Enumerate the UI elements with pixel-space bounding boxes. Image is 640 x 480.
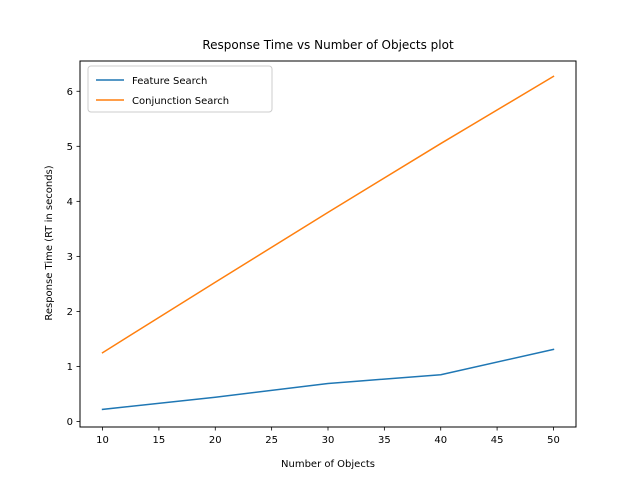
legend-label: Feature Search — [132, 76, 207, 87]
y-tick-label: 6 — [67, 87, 73, 98]
y-tick-label: 5 — [67, 142, 73, 153]
legend: Feature Search Conjunction Search — [87, 65, 273, 113]
chart-title: Response Time vs Number of Objects plot — [202, 38, 454, 52]
x-axis-label: Number of Objects — [281, 459, 375, 470]
series-layer — [101, 75, 555, 411]
legend-label: Conjunction Search — [132, 96, 229, 107]
series-line-1 — [101, 348, 555, 411]
y-tick-label: 3 — [67, 252, 73, 263]
series-line-2 — [101, 75, 555, 354]
plot-frame — [79, 60, 577, 428]
y-tick-label: 1 — [67, 362, 73, 373]
x-tick-label: 35 — [378, 435, 391, 446]
x-tick-label: 50 — [547, 435, 560, 446]
x-axis-ticks: 10 15 20 25 30 35 40 45 50 — [96, 427, 560, 446]
y-tick-label: 4 — [67, 197, 73, 208]
x-tick-label: 30 — [322, 435, 335, 446]
x-tick-label: 45 — [491, 435, 504, 446]
y-axis-ticks: 0 1 2 3 4 5 6 — [67, 87, 80, 428]
y-tick-label: 2 — [67, 307, 73, 318]
y-axis-label: Response Time (RT in seconds) — [44, 165, 55, 320]
x-tick-label: 10 — [96, 435, 109, 446]
x-tick-label: 20 — [209, 435, 222, 446]
x-tick-label: 25 — [265, 435, 278, 446]
x-tick-label: 15 — [153, 435, 166, 446]
x-tick-label: 40 — [434, 435, 447, 446]
legend-box — [87, 65, 273, 113]
plot-area — [79, 60, 577, 428]
y-tick-label: 0 — [67, 417, 73, 428]
